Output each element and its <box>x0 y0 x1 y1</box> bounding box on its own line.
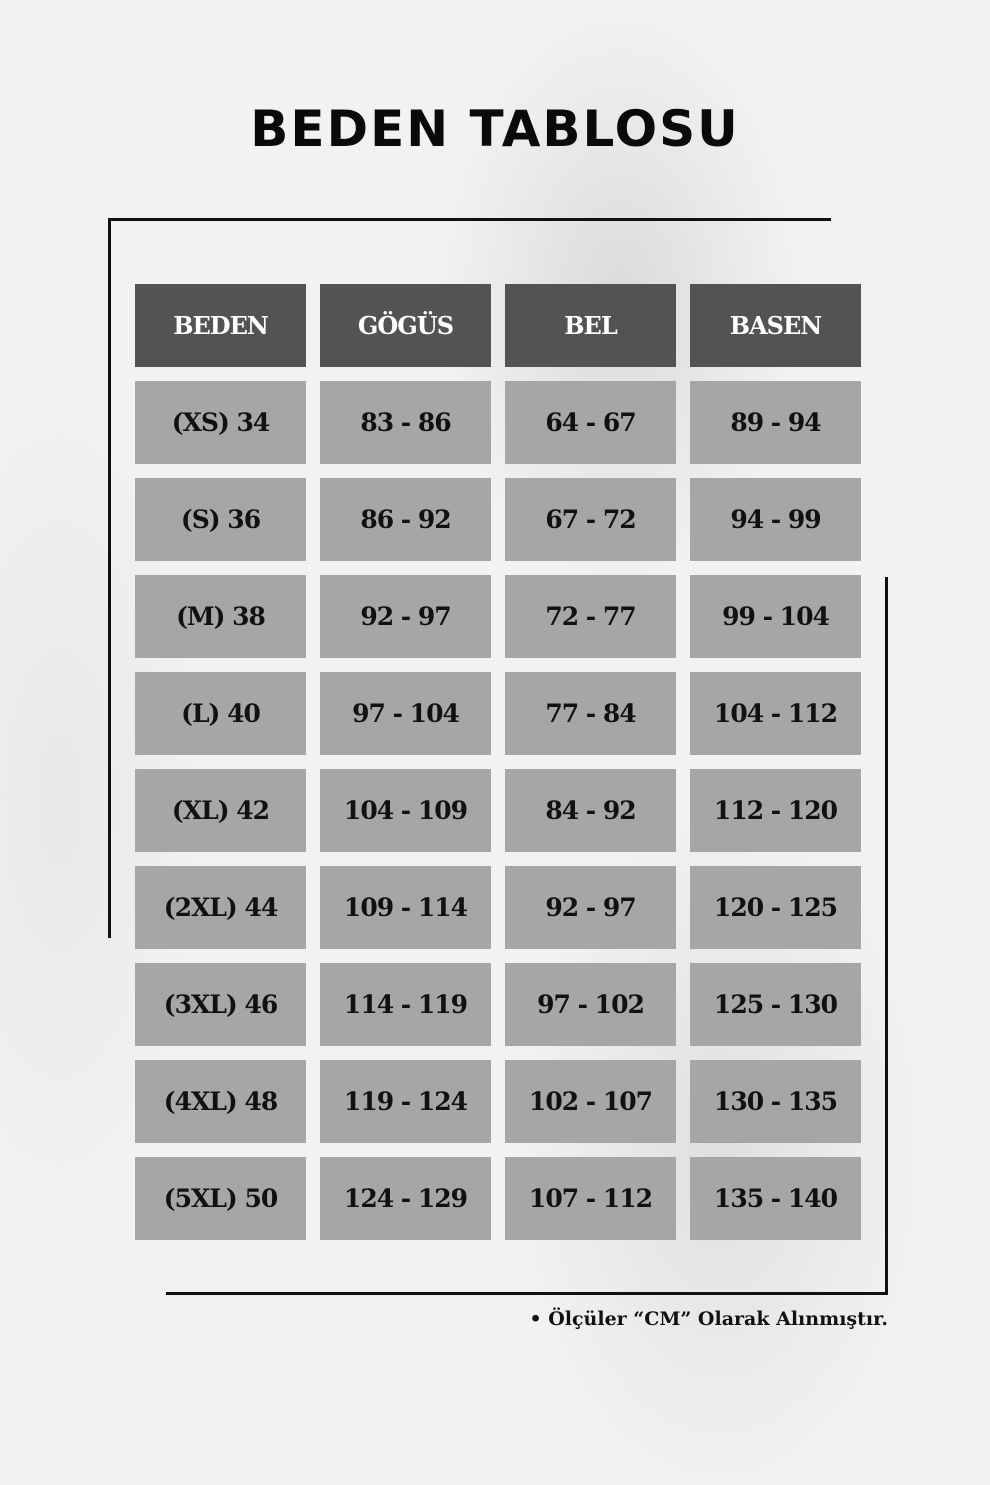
cell-chest: 97 - 104 <box>320 672 491 755</box>
cell-waist: 97 - 102 <box>505 963 676 1046</box>
cell-chest: 83 - 86 <box>320 381 491 464</box>
measurement-note: • Ölçüler “CM” Olarak Alınmıştır. <box>529 1308 888 1330</box>
cell-hip: 125 - 130 <box>690 963 861 1046</box>
cell-hip: 120 - 125 <box>690 866 861 949</box>
cell-hip: 89 - 94 <box>690 381 861 464</box>
cell-size: (M) 38 <box>135 575 306 658</box>
cell-chest: 114 - 119 <box>320 963 491 1046</box>
cell-hip: 94 - 99 <box>690 478 861 561</box>
cell-waist: 84 - 92 <box>505 769 676 852</box>
cell-hip: 130 - 135 <box>690 1060 861 1143</box>
cell-chest: 104 - 109 <box>320 769 491 852</box>
cell-size: (L) 40 <box>135 672 306 755</box>
cell-size: (5XL) 50 <box>135 1157 306 1240</box>
cell-chest: 109 - 114 <box>320 866 491 949</box>
page-title: BEDEN TABLOSU <box>250 100 740 158</box>
cell-size: (XL) 42 <box>135 769 306 852</box>
cell-waist: 72 - 77 <box>505 575 676 658</box>
cell-hip: 112 - 120 <box>690 769 861 852</box>
cell-chest: 124 - 129 <box>320 1157 491 1240</box>
frame-top-line <box>110 218 831 221</box>
header-size: BEDEN <box>135 284 306 367</box>
cell-hip: 104 - 112 <box>690 672 861 755</box>
cell-waist: 102 - 107 <box>505 1060 676 1143</box>
cell-hip: 135 - 140 <box>690 1157 861 1240</box>
cell-size: (4XL) 48 <box>135 1060 306 1143</box>
cell-hip: 99 - 104 <box>690 575 861 658</box>
cell-chest: 86 - 92 <box>320 478 491 561</box>
cell-waist: 64 - 67 <box>505 381 676 464</box>
cell-waist: 67 - 72 <box>505 478 676 561</box>
header-waist: BEL <box>505 284 676 367</box>
cell-size: (XS) 34 <box>135 381 306 464</box>
cell-chest: 92 - 97 <box>320 575 491 658</box>
cell-waist: 92 - 97 <box>505 866 676 949</box>
cell-waist: 107 - 112 <box>505 1157 676 1240</box>
header-hip: BASEN <box>690 284 861 367</box>
cell-size: (S) 36 <box>135 478 306 561</box>
cell-size: (3XL) 46 <box>135 963 306 1046</box>
frame-right-line <box>885 577 888 1295</box>
frame-bottom-line <box>166 1292 888 1295</box>
header-chest: GÖGÜS <box>320 284 491 367</box>
cell-size: (2XL) 44 <box>135 866 306 949</box>
frame-left-line <box>108 218 111 938</box>
cell-chest: 119 - 124 <box>320 1060 491 1143</box>
cell-waist: 77 - 84 <box>505 672 676 755</box>
